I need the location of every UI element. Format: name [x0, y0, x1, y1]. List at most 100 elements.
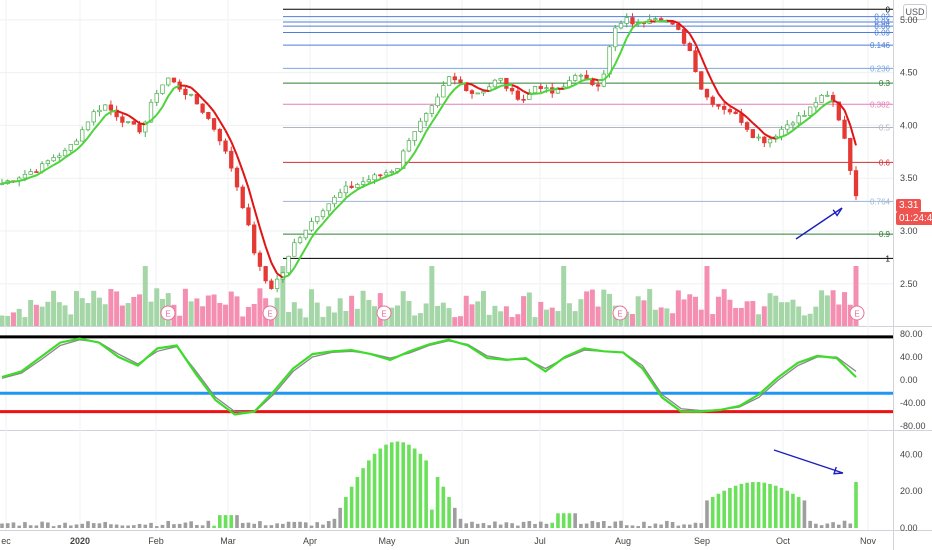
x-tick-label: ec [1, 536, 11, 546]
strength-tick-label: 40.00 [900, 449, 923, 459]
volume-bar [693, 296, 699, 326]
trend-arrow [795, 207, 843, 240]
strength-bar [579, 523, 583, 528]
moving-average-segment [638, 21, 645, 25]
volume-bar [584, 291, 590, 326]
candle-body [555, 87, 561, 94]
moving-average-segment [746, 116, 754, 124]
volume-bar [629, 313, 635, 326]
trend-arrow-head [832, 207, 843, 217]
volume-bar [0, 315, 5, 326]
candle-body [252, 224, 257, 254]
strength-bar [372, 453, 377, 528]
candle-body [200, 103, 205, 113]
candle-body [378, 174, 383, 177]
volume-bar [704, 266, 710, 326]
price-tick-label: 4.50 [900, 68, 918, 78]
candle-body [257, 252, 263, 267]
moving-average-segment [98, 115, 106, 124]
moving-average-segment [293, 257, 301, 269]
strength-bar [699, 523, 704, 528]
x-tick-label: 2020 [70, 536, 90, 546]
candle-body [120, 116, 125, 123]
earnings-marker-label: E [267, 310, 272, 319]
moving-average-segment [253, 207, 261, 229]
volume-bar [566, 303, 572, 326]
volume-bar [22, 317, 28, 326]
strength-bar [819, 525, 824, 528]
moving-average-segment [563, 86, 570, 90]
volume-bar [853, 266, 859, 326]
strength-bar [401, 442, 406, 528]
volume-bar [842, 292, 848, 326]
strength-bar [286, 521, 291, 528]
moving-average-segment [608, 63, 617, 75]
currency-label[interactable]: USD [903, 4, 927, 20]
strength-bar [475, 523, 480, 528]
strength-bar [452, 507, 457, 528]
volume-bar [314, 302, 320, 326]
candle-body [292, 242, 297, 257]
volume-bar [429, 266, 435, 326]
candle-body [320, 210, 326, 218]
strength-bar [796, 497, 801, 528]
strength-bar [17, 525, 21, 528]
moving-average-segment [454, 83, 462, 90]
fib-level-label: 0.5 [879, 124, 891, 133]
volume-bar [205, 295, 211, 326]
candle-body [487, 86, 492, 92]
strength-bar [710, 497, 715, 528]
moving-average-segment [304, 237, 313, 249]
strength-bar [332, 518, 337, 528]
moving-average-segment [500, 84, 507, 87]
strength-bar [217, 515, 222, 528]
moving-average-segment [24, 176, 32, 181]
volume-bar [526, 292, 532, 326]
strength-bar [624, 525, 629, 528]
moving-average-segment [70, 149, 78, 155]
candle-body [699, 71, 704, 90]
moving-average-segment [356, 185, 364, 191]
candle-body [97, 109, 102, 113]
volume-bar [595, 306, 601, 326]
moving-average-segment [185, 84, 192, 89]
countdown-badge: 01:24:41 [896, 212, 932, 225]
moving-average-segment [224, 130, 233, 143]
moving-average-segment [236, 155, 244, 172]
candle-body [160, 84, 165, 94]
strength-bar [837, 524, 841, 528]
candle-body [303, 229, 308, 239]
volume-bar [801, 315, 807, 326]
candle-body [217, 129, 222, 142]
candle-body [103, 104, 108, 111]
candle-body [148, 101, 154, 123]
fib-level-label: 0.9 [879, 230, 891, 239]
strength-bar [389, 442, 394, 528]
strength-bar [97, 523, 102, 528]
strength-bar [527, 521, 532, 528]
strength-bar [103, 521, 107, 528]
volume-bar [286, 311, 292, 326]
volume-bar [119, 305, 125, 326]
volume-bar [647, 289, 653, 326]
strength-bar [326, 521, 331, 528]
strength-bar [596, 522, 600, 528]
x-tick-label: Apr [303, 536, 317, 546]
moving-average-segment [327, 209, 336, 218]
moving-average-segment [299, 247, 307, 259]
volume-bar [715, 296, 721, 326]
candle-body [68, 144, 73, 151]
volume-bar [790, 299, 796, 326]
candle-body [183, 88, 188, 96]
candle-body [286, 255, 291, 274]
volume-bar [440, 302, 446, 326]
moving-average-segment [362, 183, 370, 188]
moving-average-segment [803, 116, 811, 123]
volume-bar [85, 303, 91, 326]
strength-bar [412, 448, 417, 528]
candle-body [406, 140, 412, 152]
strength-bar [814, 523, 818, 528]
candle-body [263, 266, 268, 282]
moving-average-segment [161, 95, 170, 108]
